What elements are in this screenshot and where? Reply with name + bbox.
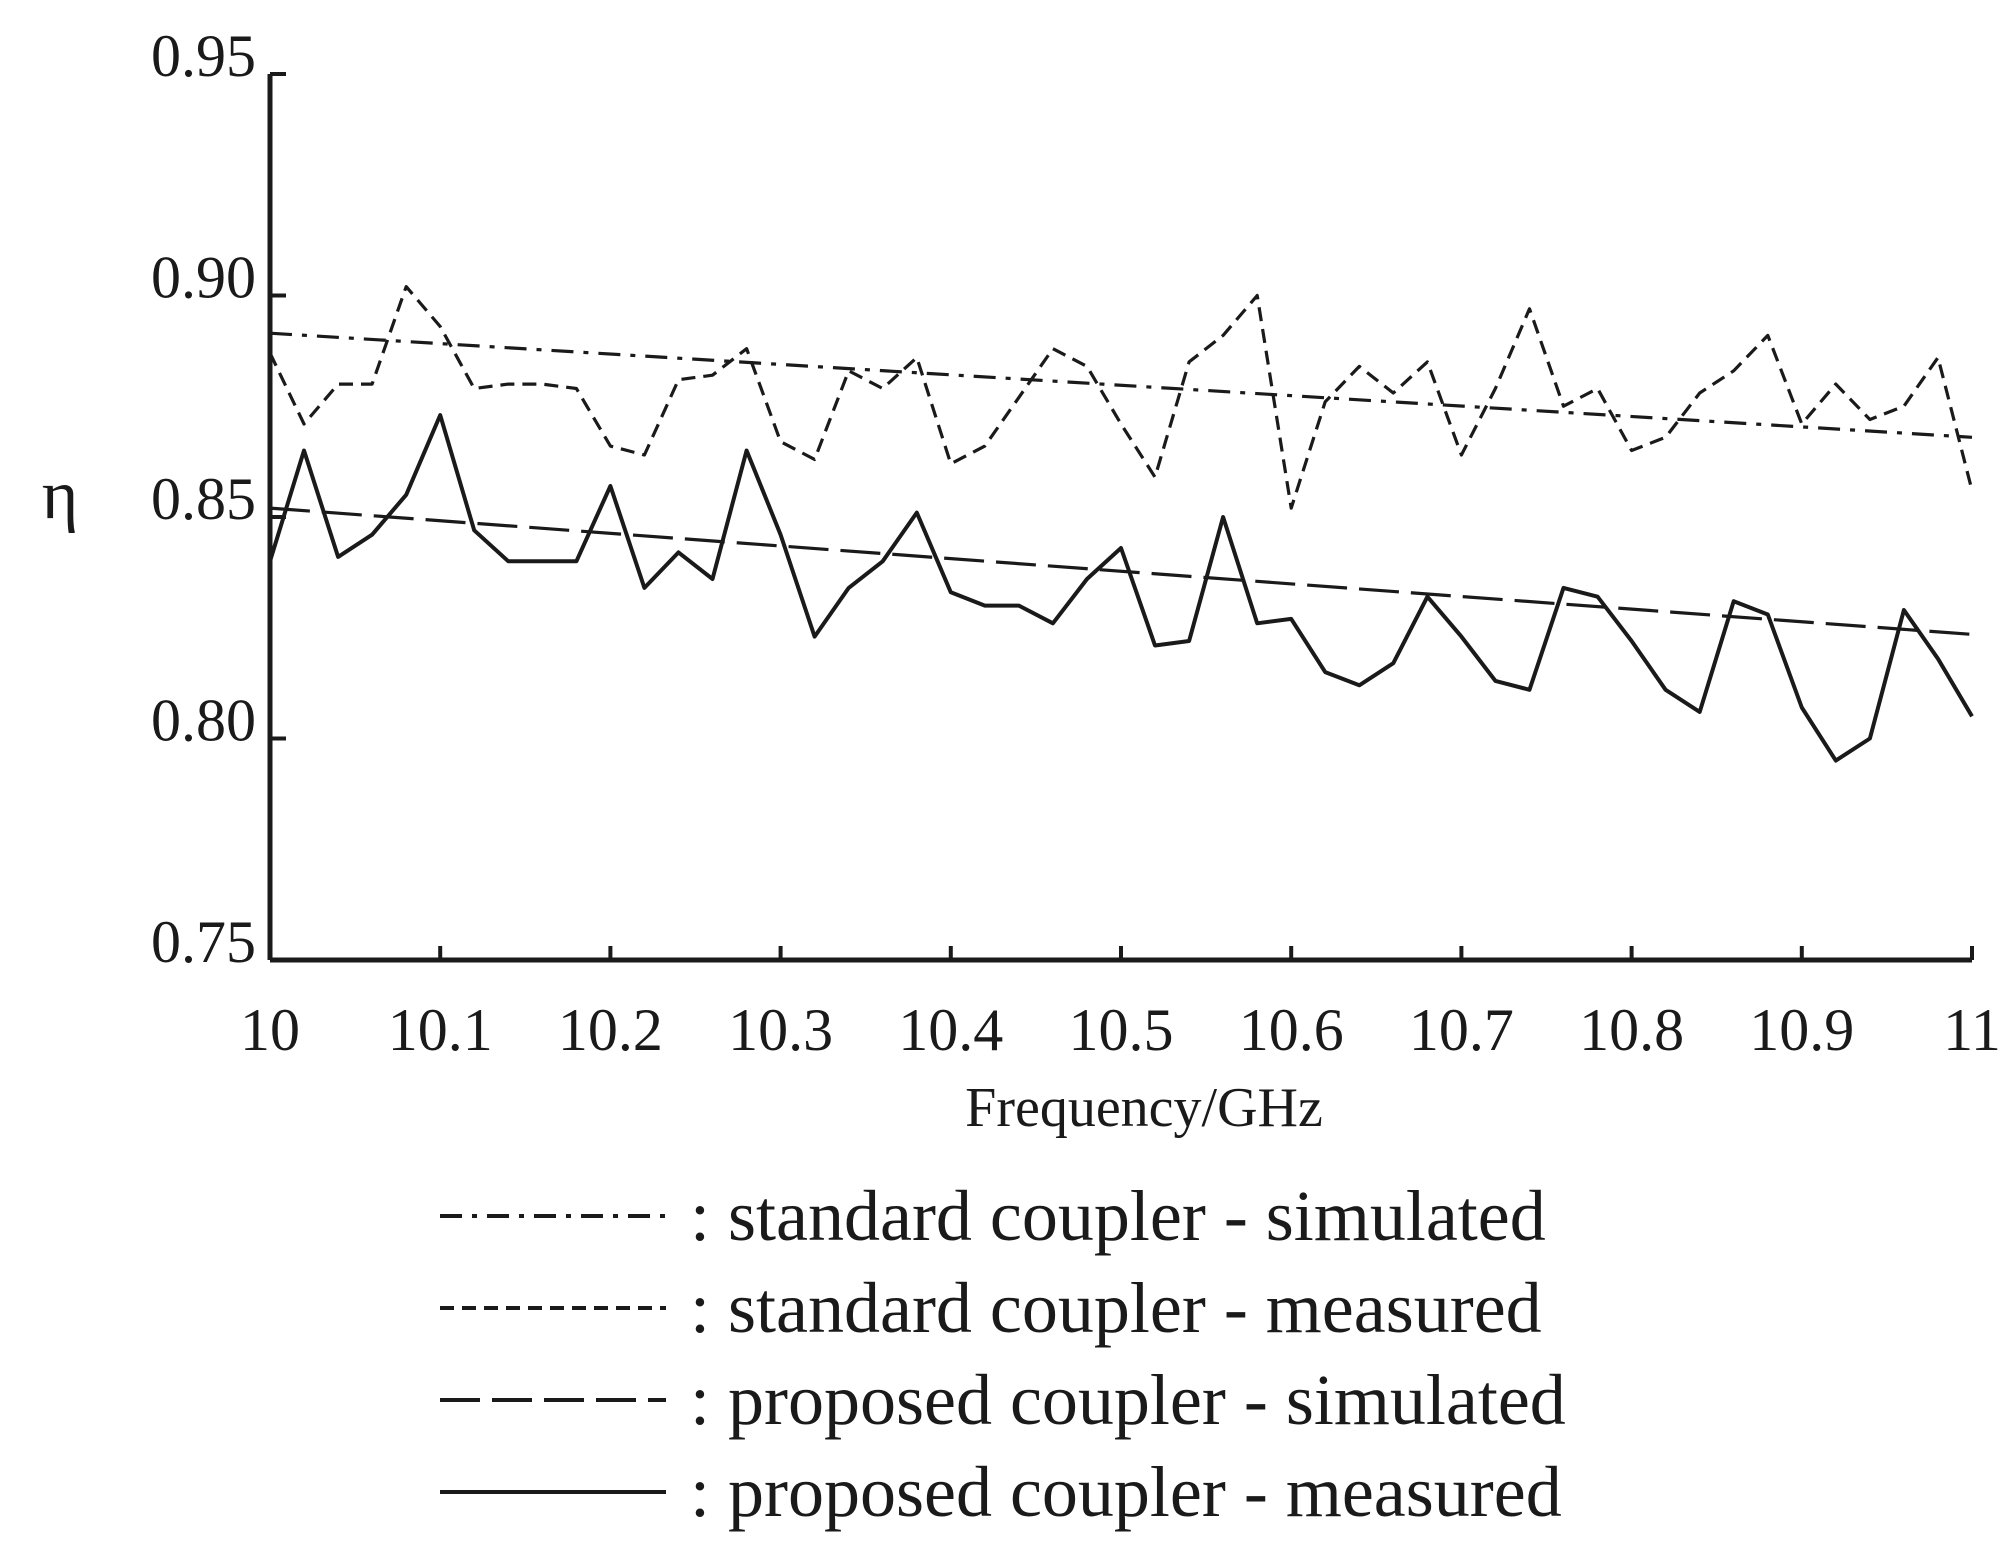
series-line-1	[269, 331, 1973, 439]
axis-labels: η Frequency/GHz	[42, 457, 1323, 1139]
series-lines	[268, 285, 1974, 763]
y-tick-label: 0.90	[151, 245, 256, 311]
legend-label-3: : proposed coupler - simulated	[690, 1360, 1566, 1440]
x-axis-title: Frequency/GHz	[965, 1077, 1323, 1139]
y-tick-label: 0.95	[151, 23, 256, 89]
legend: : standard coupler - simulated : standard…	[440, 1176, 1566, 1532]
y-tick-label: 0.85	[151, 466, 256, 532]
legend-label-2: : standard coupler - measured	[690, 1268, 1542, 1348]
series-line-2	[268, 285, 1974, 510]
axis-ticks: 10 10.1 10.2 10.3 10.4 10.5 10.6 10.7 10.8 10.9 11…	[151, 23, 2001, 1063]
x-tick-label: 10.2	[558, 997, 663, 1063]
x-tick-label: 10.7	[1409, 997, 1514, 1063]
plot-axes	[267, 74, 1972, 963]
x-tick-label: 10.5	[1069, 997, 1174, 1063]
series-line-3	[269, 506, 1973, 636]
x-tick-label: 10.1	[388, 997, 493, 1063]
y-axis-title: η	[42, 457, 79, 534]
x-tick-label: 10.6	[1239, 997, 1344, 1063]
x-tick-label: 10.9	[1749, 997, 1854, 1063]
series-line-4	[268, 413, 1974, 763]
y-tick-label: 0.80	[151, 688, 256, 754]
x-tick-label: 10.8	[1579, 997, 1684, 1063]
y-tick-label: 0.75	[151, 909, 256, 975]
legend-label-4: : proposed coupler - measured	[690, 1452, 1562, 1532]
x-tick-label: 10.3	[728, 997, 833, 1063]
x-tick-label: 10	[240, 997, 300, 1063]
x-tick-label: 10.4	[898, 997, 1003, 1063]
x-tick-label: 11	[1943, 997, 2001, 1063]
legend-label-1: : standard coupler - simulated	[690, 1176, 1546, 1256]
